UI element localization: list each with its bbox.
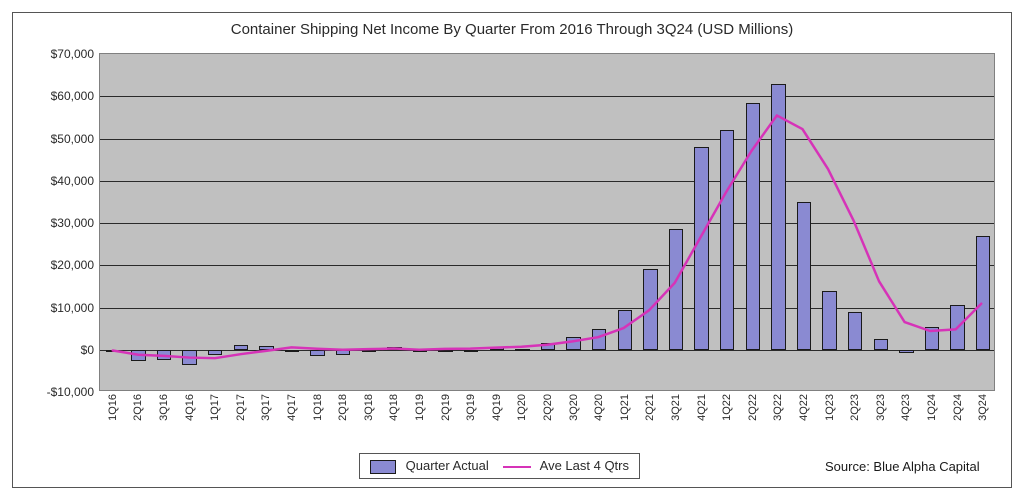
y-axis-tick-label: -$10,000 bbox=[47, 385, 100, 399]
source-label: Source: Blue Alpha Capital bbox=[825, 459, 980, 474]
chart-frame: Container Shipping Net Income By Quarter… bbox=[12, 12, 1012, 488]
x-axis-tick-label: 1Q23 bbox=[824, 390, 836, 421]
legend-item-line: Ave Last 4 Qtrs bbox=[503, 458, 629, 473]
plot-area: -$10,000$0$10,000$20,000$30,000$40,000$5… bbox=[99, 53, 995, 391]
y-axis-tick-label: $10,000 bbox=[51, 301, 100, 315]
x-axis-tick-label: 2Q22 bbox=[747, 390, 759, 421]
x-axis-tick-label: 3Q21 bbox=[670, 390, 682, 421]
trend-line-layer bbox=[100, 54, 994, 390]
y-axis-tick-label: $20,000 bbox=[51, 258, 100, 272]
legend-swatch-bar bbox=[370, 460, 396, 474]
x-axis-tick-label: 3Q22 bbox=[772, 390, 784, 421]
x-axis-tick-label: 2Q16 bbox=[132, 390, 144, 421]
legend-item-bars: Quarter Actual bbox=[370, 458, 489, 474]
x-axis-tick-label: 2Q18 bbox=[337, 390, 349, 421]
x-axis-tick-label: 3Q24 bbox=[977, 390, 989, 421]
x-axis-tick-label: 3Q16 bbox=[158, 390, 170, 421]
x-axis-tick-label: 2Q19 bbox=[440, 390, 452, 421]
legend-label-line: Ave Last 4 Qtrs bbox=[540, 458, 629, 473]
x-axis-tick-label: 2Q24 bbox=[952, 390, 964, 421]
chart-legend: Quarter Actual Ave Last 4 Qtrs bbox=[359, 453, 640, 479]
x-axis-tick-label: 1Q21 bbox=[619, 390, 631, 421]
trend-line bbox=[113, 115, 981, 358]
x-axis-tick-label: 4Q23 bbox=[900, 390, 912, 421]
x-axis-tick-label: 3Q17 bbox=[260, 390, 272, 421]
legend-swatch-line bbox=[503, 466, 531, 468]
x-axis-tick-label: 4Q22 bbox=[798, 390, 810, 421]
x-axis-tick-label: 3Q20 bbox=[568, 390, 580, 421]
y-axis-tick-label: $50,000 bbox=[51, 132, 100, 146]
x-axis-tick-label: 1Q24 bbox=[926, 390, 938, 421]
x-axis-tick-label: 1Q17 bbox=[209, 390, 221, 421]
x-axis-tick-label: 1Q20 bbox=[516, 390, 528, 421]
x-axis-tick-label: 3Q18 bbox=[363, 390, 375, 421]
x-axis-tick-label: 4Q21 bbox=[696, 390, 708, 421]
x-axis-tick-label: 4Q19 bbox=[491, 390, 503, 421]
x-axis-tick-label: 3Q19 bbox=[465, 390, 477, 421]
x-axis-tick-label: 2Q17 bbox=[235, 390, 247, 421]
x-axis-tick-label: 4Q16 bbox=[184, 390, 196, 421]
x-axis-tick-label: 3Q23 bbox=[875, 390, 887, 421]
x-axis-tick-label: 2Q20 bbox=[542, 390, 554, 421]
x-axis-tick-label: 1Q19 bbox=[414, 390, 426, 421]
y-axis-tick-label: $30,000 bbox=[51, 216, 100, 230]
x-axis-tick-label: 2Q21 bbox=[644, 390, 656, 421]
legend-label-bars: Quarter Actual bbox=[406, 458, 489, 473]
y-axis-tick-label: $40,000 bbox=[51, 174, 100, 188]
x-axis-tick-label: 2Q23 bbox=[849, 390, 861, 421]
x-axis-tick-label: 4Q18 bbox=[388, 390, 400, 421]
x-axis-tick-label: 4Q17 bbox=[286, 390, 298, 421]
x-axis-tick-label: 1Q22 bbox=[721, 390, 733, 421]
y-axis-tick-label: $60,000 bbox=[51, 89, 100, 103]
x-axis-tick-label: 4Q20 bbox=[593, 390, 605, 421]
x-axis-tick-label: 1Q16 bbox=[107, 390, 119, 421]
y-axis-tick-label: $70,000 bbox=[51, 47, 100, 61]
chart-title: Container Shipping Net Income By Quarter… bbox=[13, 21, 1011, 38]
y-axis-tick-label: $0 bbox=[81, 343, 100, 357]
x-axis-tick-label: 1Q18 bbox=[312, 390, 324, 421]
